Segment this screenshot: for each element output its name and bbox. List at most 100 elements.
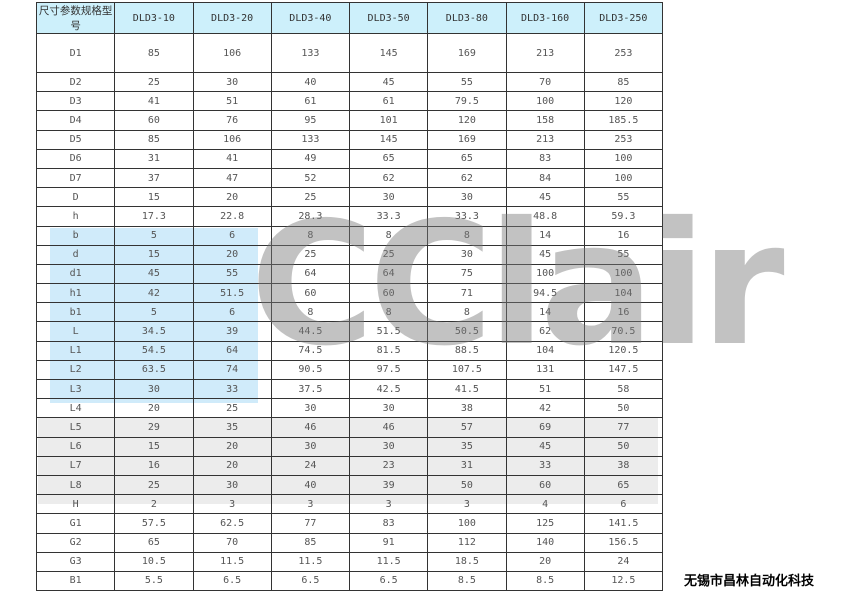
value-cell: 47 — [192, 167, 272, 189]
value-cell: 40 — [270, 71, 351, 93]
value-cell: 60 — [114, 110, 194, 131]
table-row: G2 65 70 85 91 112 140 156.5 — [35, 532, 664, 553]
value-cell: 2 — [114, 494, 194, 515]
value-cell: 8 — [270, 225, 351, 246]
value-cell: 35 — [192, 417, 272, 438]
value-cell: 33.3 — [427, 206, 507, 227]
value-cell: 145 — [348, 33, 429, 73]
value-cell: 100 — [583, 167, 664, 189]
value-cell: 48.8 — [505, 206, 585, 227]
value-cell: 20 — [192, 455, 272, 476]
company-caption: 无锡市昌林自动化科技 — [684, 574, 815, 589]
value-cell: 74.5 — [270, 340, 351, 361]
value-cell: 85 — [270, 532, 351, 553]
value-cell: 71 — [427, 283, 507, 304]
value-cell: 145 — [348, 129, 429, 150]
value-cell: 6.5 — [192, 570, 272, 592]
value-cell: 8 — [270, 302, 351, 323]
header-model: DLD3-160 — [505, 2, 585, 34]
value-cell: 33 — [192, 378, 272, 400]
table-header-row: 尺寸参数规格型号 DLD3-10 DLD3-20 DLD3-40 DLD3-50 DLD3… — [35, 2, 664, 34]
value-cell: 104 — [583, 283, 664, 304]
value-cell: 24 — [270, 455, 351, 476]
value-cell: 15 — [114, 244, 194, 265]
value-cell: 61 — [348, 91, 429, 112]
value-cell: 70 — [192, 532, 272, 553]
value-cell: 64 — [270, 263, 351, 285]
value-cell: 77 — [583, 417, 664, 438]
table-row: D5 85 106 133 145 169 213 253 — [35, 129, 664, 150]
value-cell: 30 — [427, 187, 507, 208]
table-row: G3 10.5 11.5 11.5 11.5 18.5 20 24 — [35, 551, 664, 572]
value-cell: 28.3 — [270, 206, 351, 227]
value-cell: 38 — [427, 398, 507, 419]
value-cell: 30 — [348, 398, 429, 419]
param-name-cell: L4 — [35, 398, 116, 419]
value-cell: 69 — [505, 417, 585, 438]
value-cell: 45 — [114, 263, 194, 285]
table-row: D2 25 30 40 45 55 70 85 — [35, 71, 664, 93]
value-cell: 45 — [505, 244, 585, 265]
table-row: b 5 6 8 8 8 14 16 — [35, 225, 664, 246]
value-cell: 158 — [505, 110, 585, 131]
table-row: L5 29 35 46 46 57 69 77 — [35, 417, 664, 438]
value-cell: 30 — [427, 244, 507, 265]
value-cell: 94.5 — [505, 283, 585, 304]
param-name-cell: h — [35, 206, 116, 227]
dimension-spec-table: 尺寸参数规格型号 DLD3-10 DLD3-20 DLD3-40 DLD3-50 DLD3… — [35, 2, 664, 592]
value-cell: 50.5 — [427, 321, 507, 342]
table-row: h 17.3 22.8 28.3 33.3 33.3 48.8 59.3 — [35, 206, 664, 227]
value-cell: 62 — [427, 167, 507, 189]
value-cell: 22.8 — [192, 206, 272, 227]
param-name-cell: L1 — [35, 340, 116, 361]
value-cell: 25 — [270, 187, 351, 208]
value-cell: 3 — [427, 494, 507, 515]
value-cell: 131 — [505, 359, 585, 381]
table-row: D1 85 106 133 145 169 213 253 — [35, 33, 664, 73]
value-cell: 85 — [114, 129, 194, 150]
value-cell: 74 — [192, 359, 272, 381]
value-cell: 41.5 — [427, 378, 507, 400]
value-cell: 120 — [583, 91, 664, 112]
value-cell: 107.5 — [427, 359, 507, 381]
param-name-cell: L3 — [35, 378, 116, 400]
value-cell: 31 — [114, 148, 194, 169]
value-cell: 20 — [505, 551, 585, 572]
value-cell: 30 — [114, 378, 194, 400]
param-name-cell: L5 — [35, 417, 116, 438]
value-cell: 101 — [348, 110, 429, 131]
value-cell: 30 — [270, 436, 351, 457]
table-row: L 34.5 39 44.5 51.5 50.5 62 70.5 — [35, 321, 664, 342]
value-cell: 16 — [583, 302, 664, 323]
table-row: D4 60 76 95 101 120 158 185.5 — [35, 110, 664, 131]
value-cell: 20 — [192, 244, 272, 265]
param-name-cell: h1 — [35, 283, 116, 304]
value-cell: 50 — [427, 474, 507, 496]
param-name-cell: L2 — [35, 359, 116, 381]
table-row: D6 31 41 49 65 65 83 100 — [35, 148, 664, 169]
value-cell: 169 — [427, 129, 507, 150]
value-cell: 10.5 — [114, 551, 194, 572]
value-cell: 253 — [583, 33, 664, 73]
value-cell: 45 — [505, 436, 585, 457]
value-cell: 100 — [583, 263, 664, 285]
value-cell: 6.5 — [270, 570, 351, 592]
value-cell: 46 — [270, 417, 351, 438]
table-row: D3 41 51 61 61 79.5 100 120 — [35, 91, 664, 112]
value-cell: 25 — [270, 244, 351, 265]
header-model: DLD3-50 — [348, 2, 429, 34]
value-cell: 253 — [583, 129, 664, 150]
table-row: L3 30 33 37.5 42.5 41.5 51 58 — [35, 378, 664, 400]
value-cell: 75 — [427, 263, 507, 285]
param-name-cell: D6 — [35, 148, 116, 169]
param-name-cell: D3 — [35, 91, 116, 112]
value-cell: 30 — [348, 436, 429, 457]
value-cell: 62 — [505, 321, 585, 342]
value-cell: 8 — [348, 225, 429, 246]
value-cell: 65 — [348, 148, 429, 169]
value-cell: 104 — [505, 340, 585, 361]
value-cell: 60 — [505, 474, 585, 496]
table-row: L6 15 20 30 30 35 45 50 — [35, 436, 664, 457]
value-cell: 25 — [348, 244, 429, 265]
